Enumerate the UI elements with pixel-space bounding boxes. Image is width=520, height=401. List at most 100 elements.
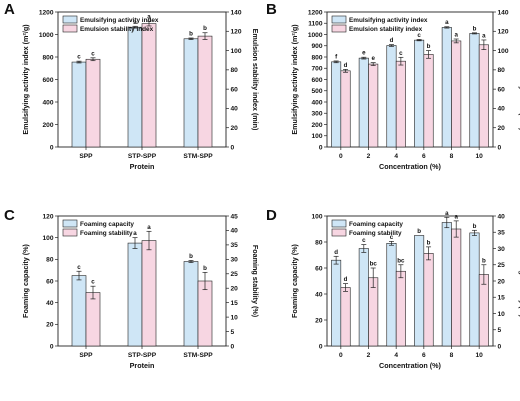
- right-tick-label: 0: [498, 343, 502, 350]
- legend-swatch: [331, 24, 347, 33]
- significance-label: a: [147, 224, 151, 231]
- legend-label: Emulsifying activity index: [80, 17, 159, 24]
- significance-label: a: [133, 230, 137, 237]
- left-tick-label: 1100: [308, 21, 323, 28]
- bar-series-1: [441, 27, 452, 148]
- legend-label: Emulsion stability index: [349, 26, 423, 33]
- bar-series-2: [478, 274, 489, 347]
- significance-label: d: [334, 249, 338, 256]
- bar-series-1: [331, 259, 342, 347]
- significance-label: e: [371, 55, 375, 62]
- right-tick-label: 15: [498, 295, 506, 302]
- bar-series-2: [340, 70, 351, 148]
- significance-label: b: [417, 228, 421, 235]
- left-tick-label: 60: [46, 278, 54, 285]
- bar-series-1: [358, 57, 369, 148]
- right-tick-label: 40: [231, 228, 239, 235]
- right-tick-label: 15: [231, 300, 239, 307]
- legend-label: Foaming stability: [80, 230, 133, 237]
- x-tick-label: SPP: [79, 153, 93, 160]
- left-tick-label: 400: [42, 99, 53, 106]
- right-tick-label: 100: [231, 48, 242, 55]
- right-tick-label: 20: [231, 125, 239, 132]
- right-tick-label: 10: [498, 311, 506, 318]
- significance-label: c: [77, 264, 81, 271]
- bar-series-2: [478, 44, 489, 148]
- legend-label: Foaming capacity: [80, 221, 134, 228]
- right-tick-label: 60: [231, 86, 239, 93]
- bar-series-2: [197, 35, 213, 148]
- left-tick-label: 1000: [39, 32, 54, 39]
- legend-label: Emulsion stability index: [80, 26, 154, 33]
- bar-series-2: [451, 40, 462, 148]
- left-tick-label: 500: [311, 88, 322, 95]
- bar-series-1: [414, 235, 425, 347]
- x-axis-title: Protein: [130, 361, 155, 370]
- right-tick-label: 20: [231, 286, 239, 293]
- significance-label: a: [133, 19, 137, 26]
- right-tick-label: 120: [231, 29, 242, 36]
- x-axis-title: Protein: [130, 162, 155, 171]
- legend-label: Foaming capacity: [349, 221, 403, 228]
- right-tick-label: 5: [231, 329, 235, 336]
- left-tick-label: 80: [315, 239, 323, 246]
- bar-series-2: [423, 253, 434, 347]
- right-tick-label: 30: [231, 257, 239, 264]
- left-tick-label: 1200: [308, 9, 323, 16]
- significance-label: bc: [370, 261, 378, 268]
- significance-label: c: [417, 32, 421, 39]
- significance-label: d: [344, 62, 348, 69]
- bar-series-2: [85, 58, 101, 148]
- left-tick-label: 40: [315, 291, 323, 298]
- significance-label: a: [482, 32, 486, 39]
- legend-label: Foaming stability: [349, 230, 402, 237]
- x-tick-label: 0: [339, 153, 343, 160]
- significance-label: d: [390, 37, 394, 44]
- right-tick-label: 140: [231, 9, 242, 16]
- x-axis-title: Concentration (%): [379, 162, 441, 171]
- significance-label: b: [427, 239, 431, 246]
- x-tick-label: 2: [367, 153, 371, 160]
- bar-series-2: [141, 240, 157, 347]
- right-tick-label: 0: [231, 343, 235, 350]
- x-tick-label: 4: [394, 153, 398, 160]
- x-tick-label: 10: [475, 153, 483, 160]
- x-tick-label: 8: [450, 153, 454, 160]
- bar-series-1: [127, 242, 143, 347]
- y-axis-title-left: Foaming capacity (%): [21, 243, 30, 317]
- significance-label: b: [427, 43, 431, 50]
- left-tick-label: 0: [319, 144, 323, 151]
- right-tick-label: 40: [498, 213, 506, 220]
- x-tick-label: 6: [422, 153, 426, 160]
- y-axis-title-right: Foaming stability (%): [251, 245, 260, 318]
- panel-letter: D: [266, 207, 277, 224]
- left-tick-label: 600: [311, 77, 322, 84]
- panel-letter: B: [266, 1, 277, 18]
- bar-series-1: [71, 61, 87, 148]
- left-tick-label: 80: [46, 257, 54, 264]
- x-tick-label: STP-SPP: [128, 352, 157, 359]
- left-tick-label: 800: [42, 54, 53, 61]
- left-tick-label: 0: [50, 343, 54, 350]
- significance-label: b: [203, 25, 207, 32]
- y-axis-title-left: Foaming capacity (%): [290, 243, 299, 317]
- legend-swatch: [331, 219, 347, 228]
- x-tick-label: STM-SPP: [183, 153, 213, 160]
- right-tick-label: 40: [498, 106, 506, 113]
- significance-label: b: [473, 25, 477, 32]
- significance-label: a: [454, 32, 458, 39]
- significance-label: b: [189, 30, 193, 37]
- bar-series-2: [395, 270, 406, 347]
- bar-series-1: [386, 243, 397, 347]
- right-tick-label: 25: [231, 271, 239, 278]
- legend-swatch: [62, 15, 78, 24]
- x-tick-label: 6: [422, 352, 426, 359]
- right-tick-label: 20: [498, 125, 506, 132]
- y-axis-title-right: Foaming stability (%): [518, 245, 520, 318]
- left-tick-label: 200: [311, 122, 322, 129]
- right-tick-label: 30: [498, 246, 506, 253]
- right-tick-label: 35: [498, 230, 506, 237]
- left-tick-label: 100: [311, 213, 322, 220]
- right-tick-label: 80: [231, 67, 239, 74]
